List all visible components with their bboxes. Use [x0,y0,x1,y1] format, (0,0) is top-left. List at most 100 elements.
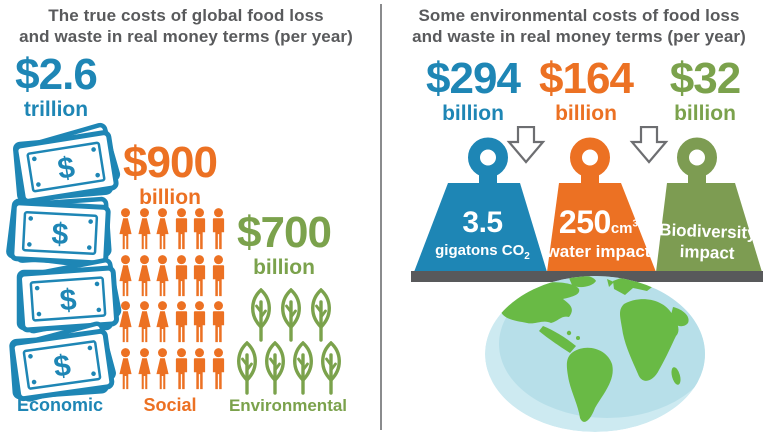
tree-icon [265,340,285,395]
person-pictogram [190,208,209,251]
person-pictogram [135,347,154,391]
person-pictogram [172,347,191,391]
person-icon [138,347,151,389]
social-unit: billion [139,185,201,209]
water-amount: $164 [539,54,634,103]
social-label: Social [143,395,197,415]
economic-amount-block: $2.6 trillion [6,50,106,121]
environmental-label: Environmental [228,396,348,415]
co2-weight-text: 3.5 gigatons CO2 [420,208,545,263]
kettlebell-weight-icon-water [547,137,656,272]
money-bill-stack-icon: $ [16,258,122,334]
person-icon [138,301,151,343]
money-bill-stack: $ [1,319,123,412]
person-icon [119,208,132,250]
money-bill-stack: $ [2,191,118,275]
tree-pictogram [260,340,290,395]
biodiversity-amount-block: $32 billion [655,54,755,125]
tree-icon [311,287,331,342]
right-title-line1: Some environmental costs of food loss [418,6,740,25]
person-pictogram [209,301,228,344]
environmental-unit: billion [253,255,315,279]
tree-icon [321,340,341,395]
person-pictogram [135,254,154,298]
person-icon [156,347,169,389]
person-pictogram [135,208,154,251]
people-pictogram-group [116,208,232,394]
person-pictogram [190,301,209,344]
person-icon [156,208,169,250]
biodiversity-weight-text: Biodiversity impact [644,219,768,266]
dollar-sign-glyph: $ [55,151,77,186]
social-amount-block: $900 billion [118,141,222,209]
person-pictogram [116,254,135,298]
person-icon [138,208,151,250]
person-pictogram [153,301,172,344]
person-icon [119,301,132,343]
person-icon [175,347,187,389]
biodiversity-impact-line2: impact [679,242,735,264]
person-pictogram [116,208,135,251]
water-weight-text: 250cm3 water impact [536,206,661,262]
down-arrow-icon [629,126,669,164]
person-icon [175,254,187,296]
money-bill-stack-icon: $ [13,122,121,205]
left-panel-title: The true costs of global food loss and w… [4,6,368,47]
person-pictogram [209,347,228,391]
left-title-line1: The true costs of global food loss [48,6,324,25]
person-icon [194,254,206,296]
person-pictogram [172,301,191,344]
person-pictogram [153,208,172,251]
dollar-sign-glyph: $ [52,349,73,384]
person-icon [119,254,132,296]
person-icon [156,301,169,343]
co2-value: 3.5 [462,206,503,239]
co2-amount: $294 [426,54,521,103]
person-icon [212,208,225,250]
tree-pictogram [276,287,306,342]
person-icon [194,301,206,343]
left-title-line2: and waste in real money terms (per year) [19,26,353,46]
person-pictogram [190,347,209,391]
trees-pictogram-group [232,287,356,396]
vertical-divider [380,4,382,430]
biodiversity-amount: $32 [669,54,741,103]
tree-pictogram [316,340,346,395]
person-icon [212,347,225,389]
person-icon [175,208,187,250]
water-value-line: 250cm3 [558,204,639,240]
person-icon [138,254,151,296]
person-icon [156,254,169,296]
water-amount-block: $164 billion [532,54,640,125]
person-pictogram [153,254,172,298]
dollar-sign-glyph: $ [59,283,78,317]
economic-amount: $2.6 [15,50,98,99]
kettlebell-weight-icon-biodiversity [656,137,762,272]
tree-pictogram [232,340,262,395]
money-bill-stack: $ [9,256,126,342]
co2-unit: billion [442,101,504,125]
environmental-amount-block: $700 billion [232,208,336,279]
environmental-amount: $700 [237,208,332,257]
water-impact-label: water impact [546,242,651,261]
tree-icon [281,287,301,342]
down-arrow-icon [506,126,546,164]
tree-pictogram [288,340,318,395]
person-pictogram [116,301,135,344]
money-bill-stack-icon: $ [6,196,112,269]
biodiversity-unit: billion [674,101,736,125]
person-pictogram [172,254,191,298]
money-bills-group: $ $ $ [2,122,122,402]
kettlebell-weight-icon-co2 [414,137,547,272]
person-pictogram [190,254,209,298]
co2-amount-block: $294 billion [414,54,532,125]
money-bill-stack-icon: $ [9,321,116,402]
person-icon [212,301,225,343]
co2-value-unit: gigatons CO2 [435,242,530,262]
tree-icon [293,340,313,395]
economic-unit: trillion [23,97,89,121]
money-bill-stack: $ [5,120,128,215]
right-panel-title: Some environmental costs of food loss an… [396,6,762,47]
person-pictogram [172,208,191,251]
person-icon [175,301,187,343]
